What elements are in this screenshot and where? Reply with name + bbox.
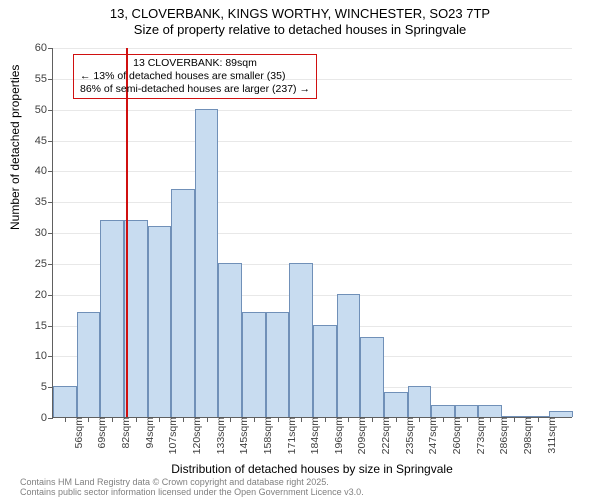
x-tick-label: 133sqm [211, 417, 227, 454]
y-tick-label: 35 [35, 196, 53, 208]
x-tick-label: 158sqm [258, 417, 274, 454]
x-tick [372, 417, 373, 422]
x-tick [514, 417, 515, 422]
histogram-bar [171, 189, 195, 417]
histogram-bar [313, 325, 337, 418]
x-tick [65, 417, 66, 422]
x-tick-label: 120sqm [187, 417, 203, 454]
plot: 05101520253035404550556056sqm69sqm82sqm9… [52, 48, 572, 418]
x-tick [325, 417, 326, 422]
y-tick-label: 25 [35, 258, 53, 270]
annotation-title: 13 CLOVERBANK: 89sqm [80, 57, 310, 70]
x-tick [419, 417, 420, 422]
y-tick-label: 15 [35, 320, 53, 332]
x-tick-label: 298sqm [518, 417, 534, 454]
histogram-bar [478, 405, 502, 417]
y-tick-label: 40 [35, 165, 53, 177]
gridline [53, 171, 572, 172]
histogram-bar [195, 109, 219, 417]
x-tick [112, 417, 113, 422]
histogram-bar [77, 312, 101, 417]
chart-container: 13, CLOVERBANK, KINGS WORTHY, WINCHESTER… [0, 0, 600, 500]
gridline [53, 110, 572, 111]
x-tick [88, 417, 89, 422]
x-tick [254, 417, 255, 422]
y-tick-label: 45 [35, 135, 53, 147]
histogram-bar [242, 312, 266, 417]
x-tick [490, 417, 491, 422]
gridline [53, 48, 572, 49]
histogram-bar [289, 263, 313, 417]
x-tick [136, 417, 137, 422]
x-tick [443, 417, 444, 422]
x-tick-label: 286sqm [494, 417, 510, 454]
y-tick-label: 60 [35, 42, 53, 54]
x-tick-label: 184sqm [305, 417, 321, 454]
y-tick-label: 30 [35, 227, 53, 239]
x-tick-label: 196sqm [329, 417, 345, 454]
y-tick-label: 20 [35, 289, 53, 301]
x-tick [467, 417, 468, 422]
annotation-larger: 86% of semi-detached houses are larger (… [80, 83, 310, 96]
histogram-bar [455, 405, 479, 417]
x-tick [278, 417, 279, 422]
x-tick-label: 311sqm [542, 417, 558, 454]
x-tick-label: 222sqm [376, 417, 392, 454]
y-tick-label: 50 [35, 104, 53, 116]
x-tick-label: 56sqm [69, 417, 85, 449]
histogram-bar [384, 392, 408, 417]
x-tick [183, 417, 184, 422]
x-tick [159, 417, 160, 422]
histogram-bar [408, 386, 432, 417]
gridline [53, 141, 572, 142]
footer: Contains HM Land Registry data © Crown c… [20, 478, 364, 498]
plot-area: 05101520253035404550556056sqm69sqm82sqm9… [52, 48, 572, 418]
title-line-2: Size of property relative to detached ho… [0, 22, 600, 38]
x-tick [301, 417, 302, 422]
x-tick [230, 417, 231, 422]
x-axis-label: Distribution of detached houses by size … [52, 462, 572, 476]
x-tick-label: 209sqm [352, 417, 368, 454]
x-tick-label: 145sqm [234, 417, 250, 454]
x-tick-label: 260sqm [447, 417, 463, 454]
histogram-bar [266, 312, 290, 417]
x-tick-label: 69sqm [92, 417, 108, 449]
x-tick-label: 235sqm [400, 417, 416, 454]
x-tick [207, 417, 208, 422]
histogram-bar [100, 220, 124, 417]
y-axis-label: Number of detached properties [8, 65, 22, 230]
x-tick-label: 82sqm [116, 417, 132, 449]
histogram-bar [337, 294, 361, 417]
histogram-bar [431, 405, 455, 417]
histogram-bar [53, 386, 77, 417]
histogram-bar [360, 337, 384, 417]
y-tick-label: 5 [41, 381, 53, 393]
x-tick [396, 417, 397, 422]
title-block: 13, CLOVERBANK, KINGS WORTHY, WINCHESTER… [0, 0, 600, 37]
y-tick-label: 10 [35, 350, 53, 362]
x-tick-label: 94sqm [140, 417, 156, 449]
x-tick [348, 417, 349, 422]
footer-line-2: Contains public sector information licen… [20, 488, 364, 498]
annotation-smaller: ← 13% of detached houses are smaller (35… [80, 70, 310, 83]
y-tick-label: 0 [41, 412, 53, 424]
marker-line [126, 48, 128, 417]
gridline [53, 202, 572, 203]
x-tick-label: 247sqm [423, 417, 439, 454]
x-tick [538, 417, 539, 422]
title-line-1: 13, CLOVERBANK, KINGS WORTHY, WINCHESTER… [0, 6, 600, 22]
y-tick-label: 55 [35, 73, 53, 85]
histogram-bar [148, 226, 172, 417]
histogram-bar [218, 263, 242, 417]
x-tick-label: 171sqm [282, 417, 298, 454]
annotation-box: 13 CLOVERBANK: 89sqm← 13% of detached ho… [73, 54, 317, 99]
x-tick-label: 273sqm [471, 417, 487, 454]
x-tick-label: 107sqm [163, 417, 179, 454]
